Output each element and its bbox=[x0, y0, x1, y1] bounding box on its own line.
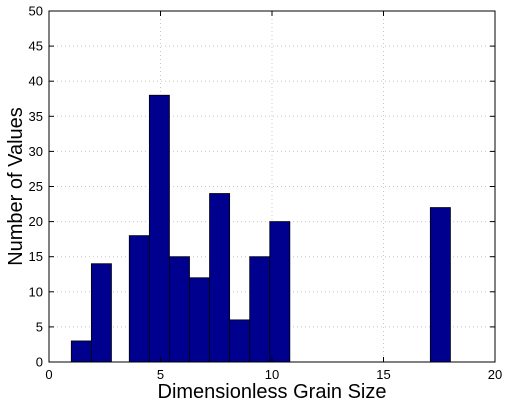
histogram-bar bbox=[128, 235, 150, 363]
x-tick-label: 0 bbox=[45, 367, 52, 382]
y-tick-label: 40 bbox=[29, 74, 43, 89]
histogram-bar bbox=[229, 319, 251, 363]
x-tick-label: 15 bbox=[376, 367, 390, 382]
histogram-bar bbox=[70, 340, 92, 363]
y-tick-label: 10 bbox=[29, 284, 43, 299]
ticks: 0 5 10 15 20 0 5 10 15 20 25 30 35 40 45 50 bbox=[29, 4, 503, 383]
histogram-bar bbox=[209, 193, 231, 363]
histogram-bar bbox=[269, 221, 291, 363]
histogram-bar bbox=[189, 277, 210, 363]
y-tick-label: 20 bbox=[29, 214, 43, 229]
y-tick-label: 50 bbox=[29, 4, 43, 19]
y-tick-label: 5 bbox=[36, 319, 43, 334]
histogram-bar bbox=[90, 263, 112, 363]
y-tick-label: 15 bbox=[29, 249, 43, 264]
x-tick-label: 5 bbox=[157, 367, 164, 382]
histogram-bar bbox=[249, 256, 271, 363]
x-axis-label: Dimensionless Grain Size bbox=[158, 381, 387, 403]
histogram-bar bbox=[148, 94, 170, 363]
y-tick-label: 30 bbox=[29, 144, 43, 159]
y-tick-label: 45 bbox=[29, 39, 43, 54]
y-tick-label: 25 bbox=[29, 179, 43, 194]
y-axis-label: Number of Values bbox=[5, 107, 27, 266]
x-tick-label: 10 bbox=[265, 367, 279, 382]
histogram-bar bbox=[169, 256, 190, 363]
bars bbox=[70, 94, 451, 363]
y-tick-label: 35 bbox=[29, 109, 43, 124]
histogram-bar bbox=[429, 207, 451, 363]
x-tick-label: 20 bbox=[488, 367, 502, 382]
y-tick-label: 0 bbox=[36, 355, 43, 370]
